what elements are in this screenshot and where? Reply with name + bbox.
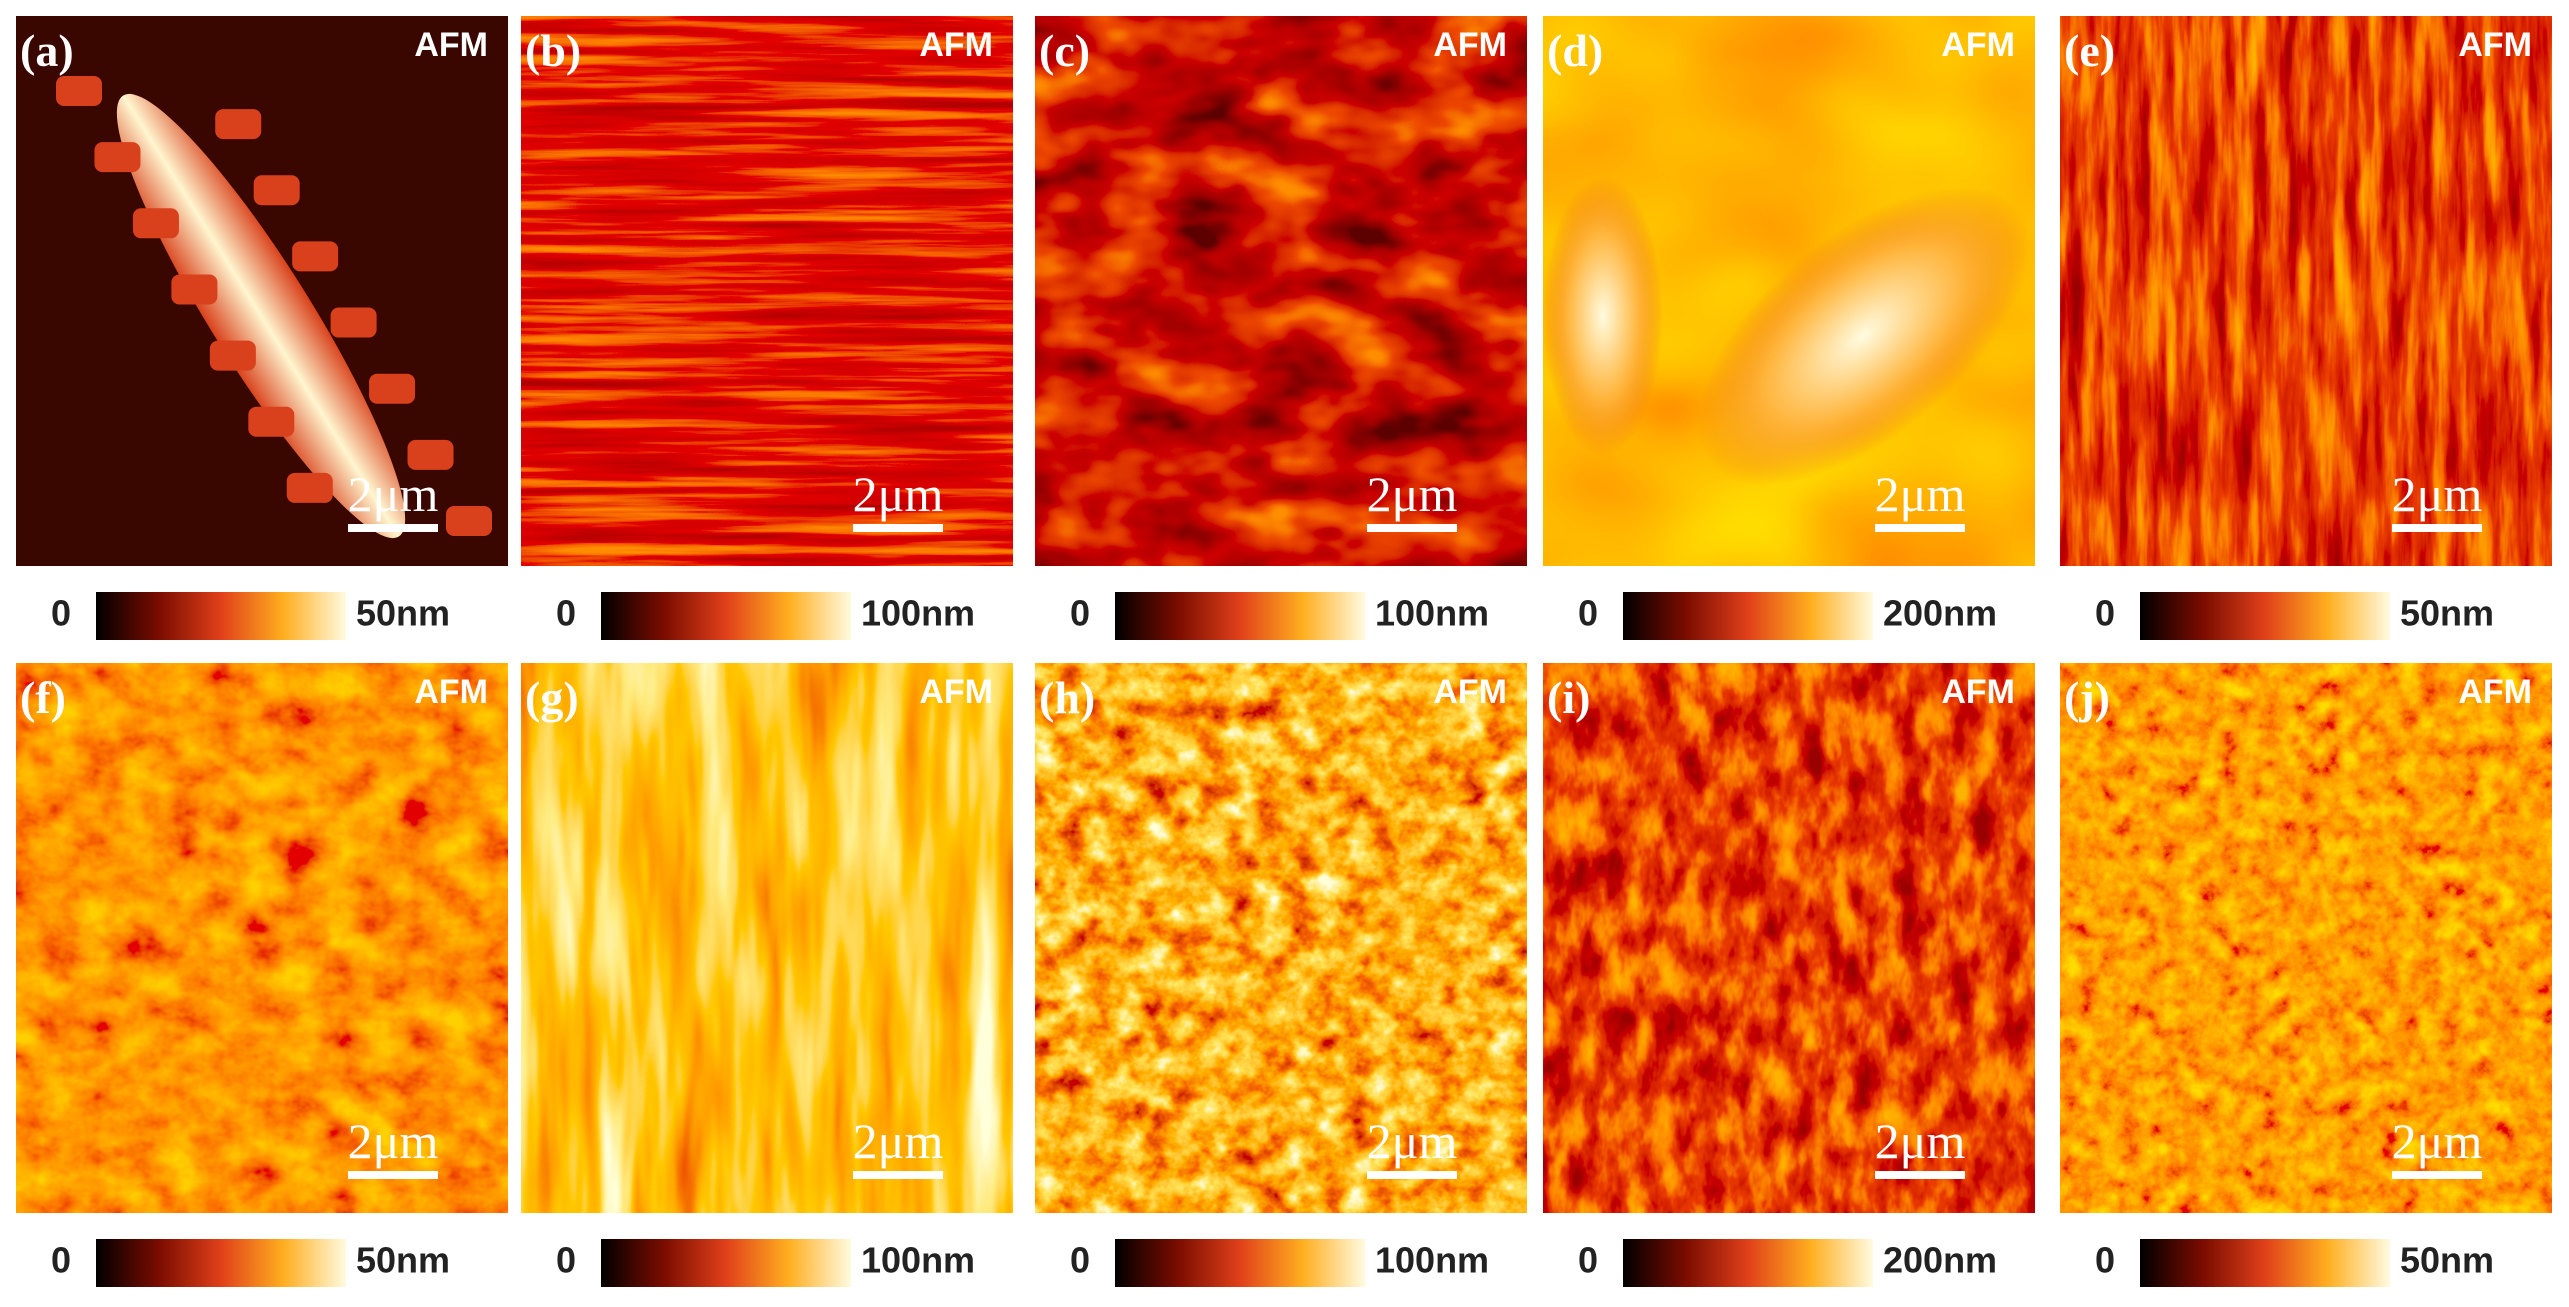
colorbar: [2140, 592, 2390, 640]
grain: [1696, 186, 2030, 486]
afm-image: [2060, 663, 2552, 1213]
afm-tag: AFM: [919, 673, 993, 711]
branch: [330, 307, 377, 338]
colorbar: [601, 592, 851, 640]
colorbar-min: 0: [556, 1240, 576, 1281]
afm-tag: AFM: [1433, 673, 1507, 711]
colorbar-min: 0: [2095, 1240, 2115, 1281]
afm-image: [521, 663, 1013, 1213]
branch: [215, 109, 262, 140]
panel-label: (f): [20, 672, 66, 723]
colorbar-min: 0: [1070, 1240, 1090, 1281]
afm-image: [1035, 663, 1527, 1213]
afm-panel: (e) AFM 2μm 0 50nm: [2060, 16, 2552, 640]
afm-panel: (f) AFM 2μm 0 50nm: [16, 663, 508, 1287]
afm-panel: (c) AFM 2μm 0 100nm: [1035, 16, 1527, 640]
scale-bar-label: 2μm: [1875, 1113, 1966, 1169]
colorbar-min: 0: [51, 593, 71, 634]
colorbar-max: 100nm: [1375, 593, 1489, 634]
scale-bar-label: 2μm: [348, 1113, 439, 1169]
afm-panel: (j) AFM 2μm 0 50nm: [2060, 663, 2552, 1287]
branch: [292, 241, 339, 272]
afm-panel: (g) AFM 2μm 0 100nm: [521, 663, 1013, 1287]
panel-label: (d): [1547, 25, 1603, 76]
colorbar-min: 0: [556, 593, 576, 634]
afm-panel: (b) AFM 2μm 0 100nm: [521, 16, 1013, 640]
afm-image: [521, 16, 1013, 566]
colorbar-max: 100nm: [861, 1240, 975, 1281]
colorbar-max: 100nm: [1375, 1240, 1489, 1281]
branch: [171, 274, 218, 305]
branch: [369, 373, 416, 404]
branch: [407, 439, 454, 470]
scale-bar-label: 2μm: [1367, 466, 1458, 522]
afm-tag: AFM: [2458, 673, 2532, 711]
branch: [56, 76, 102, 106]
afm-tag: AFM: [414, 673, 488, 711]
colorbar-max: 100nm: [861, 593, 975, 634]
branch: [248, 406, 295, 437]
grain: [1543, 176, 1663, 456]
colorbar-min: 0: [1578, 593, 1598, 634]
branch: [209, 340, 256, 371]
scale-bar-label: 2μm: [1367, 1113, 1458, 1169]
afm-tag: AFM: [1941, 26, 2015, 64]
colorbar: [1115, 1239, 1365, 1287]
colorbar: [1115, 592, 1365, 640]
scale-bar-label: 2μm: [853, 1113, 944, 1169]
branch: [94, 142, 141, 173]
branch: [253, 175, 300, 206]
colorbar-max: 50nm: [2400, 593, 2494, 634]
colorbar-max: 200nm: [1883, 1240, 1997, 1281]
afm-tag: AFM: [1941, 673, 2015, 711]
afm-image: [2060, 16, 2552, 566]
afm-image: [16, 663, 508, 1213]
colorbar-min: 0: [1578, 1240, 1598, 1281]
colorbar-max: 50nm: [2400, 1240, 2494, 1281]
panel-label: (c): [1039, 25, 1090, 76]
afm-image: [1035, 16, 1527, 566]
scale-bar-label: 2μm: [2392, 466, 2483, 522]
crystal: [116, 93, 406, 539]
colorbar: [96, 592, 346, 640]
colorbar: [1623, 1239, 1873, 1287]
branch: [446, 506, 492, 536]
afm-panel: (d) AFM 2μm 0 200nm: [1543, 16, 2035, 640]
afm-tag: AFM: [2458, 26, 2532, 64]
colorbar-min: 0: [2095, 593, 2115, 634]
colorbar-min: 0: [51, 1240, 71, 1281]
panel-label: (b): [525, 25, 581, 76]
afm-panel: (h) AFM 2μm 0 100nm: [1035, 663, 1527, 1287]
colorbar-max: 50nm: [356, 1240, 450, 1281]
colorbar: [2140, 1239, 2390, 1287]
panel-label: (e): [2064, 25, 2115, 76]
panel-label: (h): [1039, 672, 1095, 723]
afm-panel: (i) AFM 2μm 0 200nm: [1543, 663, 2035, 1287]
afm-image: [1543, 663, 2035, 1213]
panel-label: (i): [1547, 672, 1590, 723]
panel-label: (j): [2064, 672, 2110, 723]
afm-tag: AFM: [414, 26, 488, 64]
colorbar-max: 200nm: [1883, 593, 1997, 634]
colorbar-min: 0: [1070, 593, 1090, 634]
afm-tag: AFM: [1433, 26, 1507, 64]
colorbar-max: 50nm: [356, 593, 450, 634]
scale-bar-label: 2μm: [1875, 466, 1966, 522]
branch: [286, 472, 333, 503]
panel-label: (a): [20, 25, 74, 76]
branch: [132, 208, 179, 239]
scale-bar-label: 2μm: [348, 466, 439, 522]
afm-tag: AFM: [919, 26, 993, 64]
scale-bar-label: 2μm: [2392, 1113, 2483, 1169]
scale-bar-label: 2μm: [853, 466, 944, 522]
panel-label: (g): [525, 672, 579, 723]
colorbar: [601, 1239, 851, 1287]
afm-panel: (a) AFM 2μm 0 50nm: [16, 16, 508, 640]
colorbar: [1623, 592, 1873, 640]
colorbar: [96, 1239, 346, 1287]
